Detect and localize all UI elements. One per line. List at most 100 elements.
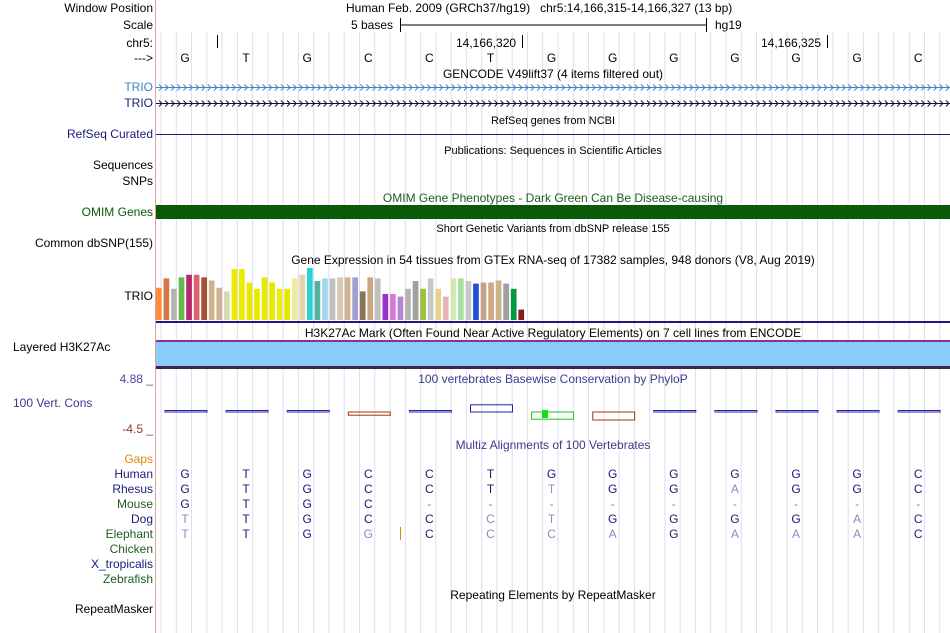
base-letter: G [546,51,557,65]
omim-track-label[interactable]: OMIM Genes [81,205,153,219]
alignment-base: G [669,527,679,541]
base-letter: C [363,51,373,65]
phylop-signal [347,411,391,416]
gtex-bar [216,287,223,320]
species-label[interactable]: Elephant [105,527,153,541]
gtex-bar [178,277,185,320]
refseq-track-label[interactable]: RefSeq Curated [66,127,153,141]
species-label[interactable]: Chicken [109,542,153,556]
species-label[interactable]: Zebrafish [102,572,153,586]
species-label[interactable]: Mouse [116,497,153,511]
h3k27ac-signal [156,342,950,366]
omim-track-title[interactable]: OMIM Gene Phenotypes - Dark Green Can Be… [382,191,724,205]
alignment-base: G [730,512,740,526]
species-label[interactable]: Dog [130,512,153,526]
scale-assembly-text: hg19 [715,18,742,32]
repeatmasker-track-title[interactable]: Repeating Elements by RepeatMasker [450,588,656,602]
base-letter: G [791,51,801,65]
alignment-base: - [732,497,737,511]
base-letter: G [302,51,312,65]
refseq-track-title[interactable]: RefSeq genes from NCBI [490,115,616,127]
alignment-base: T [181,527,189,541]
phylop-signal [836,410,880,413]
species-label[interactable]: Gaps [124,452,153,466]
gtex-bar [488,282,494,320]
gtex-bar [435,288,442,320]
gtex-bar [171,288,177,320]
alignment-base: G [791,482,801,496]
multiz-track-title[interactable]: Multiz Alignments of 100 Vertebrates [455,438,651,452]
alignment-base: C [425,467,434,481]
gtex-bar [307,268,313,320]
gtex-bar [427,278,434,320]
gtex-bar [412,281,419,320]
gtex-bar [518,309,525,320]
publications-track-title[interactable]: Publications: Sequences in Scientific Ar… [444,145,662,157]
h3k27ac-track-label[interactable]: Layered H3K27Ac [13,340,111,354]
gtex-bar [367,277,374,320]
alignment-base: T [181,512,189,526]
gtex-bar [276,288,283,320]
species-label[interactable]: Rhesus [112,482,153,496]
gtex-bar [458,278,464,320]
alignment-base: G [302,527,312,541]
phylop-signal [775,410,819,413]
alignment-base: T [242,482,250,496]
gtex-bar [495,280,502,320]
gtex-bar [208,280,215,320]
alignment-base: C [425,512,434,526]
gtex-bar [269,282,275,320]
alignment-base: G [180,497,190,511]
alignment-base: C [913,482,923,496]
gtex-bar [163,278,170,320]
phylop-signal [286,410,330,413]
alignment-base: A [791,527,800,541]
species-label[interactable]: X_tropicalis [90,557,153,571]
gtex-bar [450,278,457,320]
phylop-signal [408,410,452,413]
repeatmasker-track-label[interactable]: RepeatMasker [74,602,153,616]
alignment-base: C [547,527,556,541]
dbsnp-track-label[interactable]: Common dbSNP(155) [34,236,153,250]
snps-track-label[interactable]: SNPs [122,174,153,188]
scale-bases-text: 5 bases [351,18,394,32]
base-letter: T [486,51,495,65]
gtex-bar [254,288,260,320]
base-letter: G [180,51,190,65]
gencode-track-title[interactable]: GENCODE V49lift37 (4 items filtered out) [442,67,664,81]
phylop-signal [225,410,269,413]
species-label[interactable]: Human [114,467,153,481]
alignment-base: A [730,527,739,541]
alignment-base: - [549,497,554,511]
alignment-base: G [302,497,312,511]
alignment-base: C [913,467,923,481]
gencode-row-2-label[interactable]: TRIO [124,96,153,110]
gtex-track-label[interactable]: TRIO [124,289,153,303]
dbsnp-track-title[interactable]: Short Genetic Variants from dbSNP releas… [436,223,670,235]
phylop-min-label: -4.5 _ [122,422,153,436]
alignment-base: T [547,512,556,526]
gencode-row-1-label[interactable]: TRIO [124,80,153,94]
alignment-base: - [488,497,493,511]
phylop-signal [531,411,575,420]
h3k27ac-track-title[interactable]: H3K27Ac Mark (Often Found Near Active Re… [304,326,802,340]
alignment-base: - [916,497,921,511]
alignment-base: C [913,512,923,526]
phylop-track-title[interactable]: 100 vertebrates Basewise Conservation by… [418,372,688,386]
gtex-bar [156,287,162,320]
publications-track-label[interactable]: Sequences [92,158,153,172]
phylop-signal [470,404,513,413]
gtex-bar [473,283,479,320]
alignment-base: C [425,482,434,496]
gencode-gene-line-2-chevrons [158,100,950,107]
gtex-bar [186,274,192,320]
phylop-track-label[interactable]: 100 Vert. Cons [13,396,93,410]
phylop-signal [592,411,636,421]
gtex-track-title[interactable]: Gene Expression in 54 tissues from GTEx … [291,253,815,267]
position-2: 14,166,325 [761,36,822,50]
gtex-bar [201,277,207,320]
alignment-base: G [669,467,679,481]
gtex-bar [284,288,291,320]
